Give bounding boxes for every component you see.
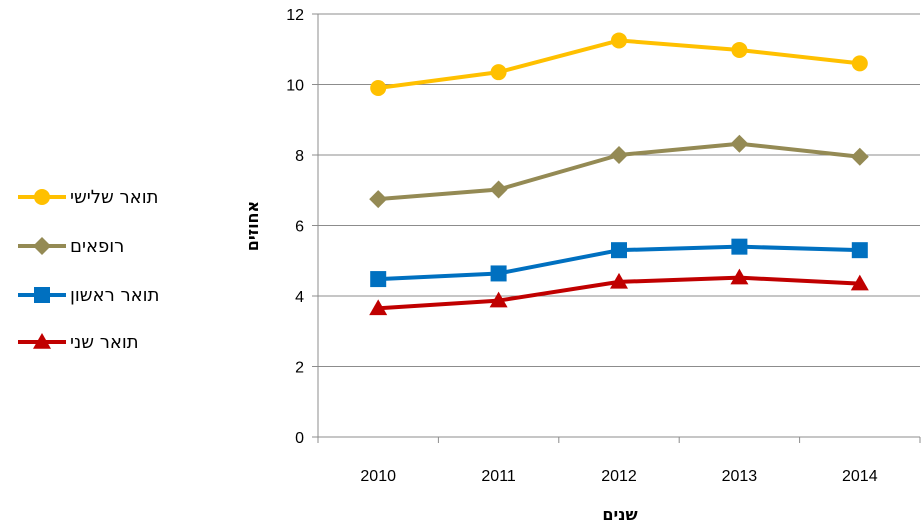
legend: תואר שלישי רופאים תואר ראשון תואר שני <box>18 187 159 353</box>
legend-item-3: תואר שני <box>18 332 139 353</box>
x-tick-label: 2011 <box>481 468 516 485</box>
series-markers <box>369 32 869 316</box>
data-point-circle <box>851 55 868 72</box>
data-point-square <box>731 238 748 255</box>
data-point-diamond <box>610 146 628 164</box>
legend-label: תואר שני <box>70 332 139 353</box>
legend-item-1: רופאים <box>18 236 124 257</box>
data-point-diamond <box>369 190 388 209</box>
data-point-square <box>611 242 627 259</box>
legend-swatch-marker <box>34 287 50 303</box>
x-tick-label: 2010 <box>360 468 396 485</box>
y-tick-label: 6 <box>295 219 304 236</box>
legend-item-2: תואר ראשון <box>18 285 159 306</box>
legend-label: תואר ראשון <box>70 285 159 306</box>
legend-swatch-marker <box>33 333 51 349</box>
data-point-diamond <box>730 134 749 153</box>
data-point-circle <box>490 64 507 81</box>
y-tick-labels: 0 2 4 6 8 10 12 <box>286 7 304 447</box>
y-axis-title: אחוזים <box>243 201 262 251</box>
data-point-triangle <box>489 291 508 308</box>
x-tick-label: 2014 <box>842 468 878 485</box>
data-point-circle <box>370 80 387 97</box>
x-tick-label: 2013 <box>722 468 758 485</box>
y-tick-label: 12 <box>286 7 304 24</box>
data-point-square <box>490 265 507 282</box>
y-tick-label: 10 <box>286 78 304 95</box>
data-point-triangle <box>369 299 388 316</box>
x-tick-label: 2012 <box>601 468 637 485</box>
legend-item-0: תואר שלישי <box>18 187 158 208</box>
data-point-square <box>370 271 387 288</box>
data-point-diamond <box>489 180 508 199</box>
legend-label: רופאים <box>70 236 124 257</box>
data-point-circle <box>611 32 627 49</box>
data-point-circle <box>731 41 748 58</box>
data-point-diamond <box>850 147 869 166</box>
x-axis-title: שנים <box>602 505 637 524</box>
y-tick-label: 4 <box>295 289 304 306</box>
data-point-square <box>851 242 868 259</box>
x-tick-labels: 2010 2011 2012 2013 2014 <box>360 468 877 485</box>
axes <box>312 13 921 443</box>
legend-swatch-marker <box>34 189 50 205</box>
legend-label: תואר שלישי <box>70 187 158 208</box>
data-point-triangle <box>730 268 749 285</box>
gridlines <box>318 13 920 367</box>
y-tick-label: 2 <box>295 360 304 377</box>
legend-swatch-marker <box>33 237 51 255</box>
y-tick-label: 8 <box>295 148 304 165</box>
y-tick-label: 0 <box>295 430 304 447</box>
series-lines <box>377 38 861 311</box>
data-point-triangle <box>850 274 869 291</box>
data-point-triangle <box>610 272 628 289</box>
